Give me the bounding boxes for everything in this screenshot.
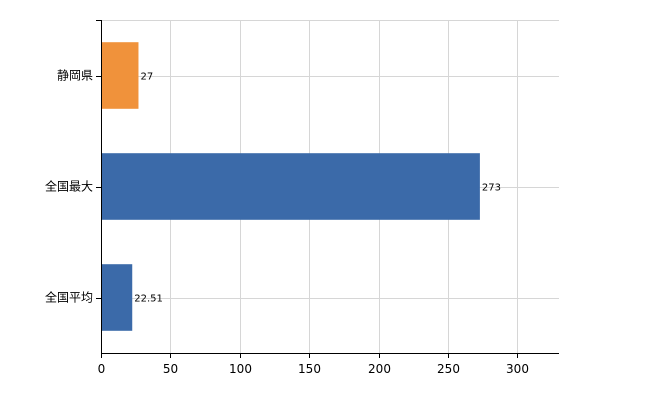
x-tick-label-0: 0 [98,362,106,376]
category-label-1: 全国最大 [45,179,93,194]
category-label-2: 全国平均 [45,290,93,305]
x-tick-label-1: 50 [163,362,178,376]
data-label-1: 273 [482,183,501,194]
x-tick-label-2: 100 [229,362,252,376]
bars-layer [102,42,480,331]
x-tick-label-4: 200 [368,362,391,376]
x-tick-label-5: 250 [437,362,460,376]
labels-layer: 0 50 100 150 200 250 300 静岡県 27 全国最大 273 全国平均 22.51 [45,69,529,377]
bar-1 [102,153,480,220]
x-tick-label-3: 150 [298,362,321,376]
data-label-0: 27 [140,72,153,83]
bar-0 [102,42,139,109]
category-label-0: 静岡県 [57,69,93,83]
data-label-2: 22.51 [134,294,163,305]
axes-layer [96,20,559,358]
x-tick-label-6: 300 [506,362,529,376]
bar-2 [102,264,133,331]
